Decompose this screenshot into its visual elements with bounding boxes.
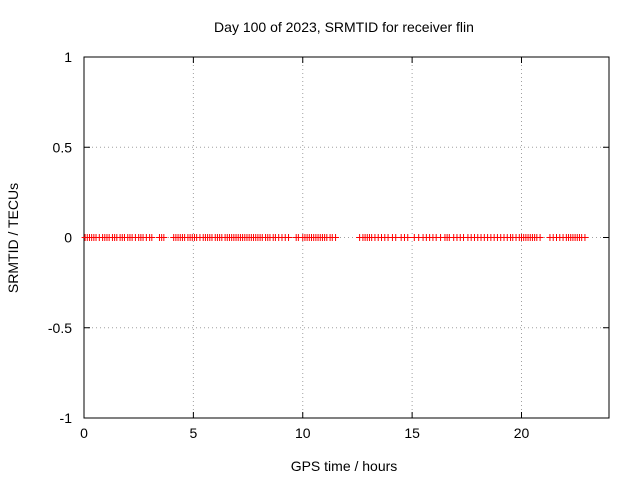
y-axis-label: SRMTID / TECUs (5, 183, 21, 293)
y-tick-label: -0.5 (48, 320, 72, 336)
x-tick-label: 0 (80, 425, 88, 441)
x-tick-label: 20 (514, 425, 530, 441)
data-point (581, 234, 589, 241)
x-tick-label: 5 (189, 425, 197, 441)
x-axis-label: GPS time / hours (291, 458, 398, 474)
axes-layer: 0 5 10 15 20 -1 -0.5 0 0.5 1 (48, 49, 610, 441)
data-point (285, 234, 293, 241)
x-tick-label: 10 (295, 425, 311, 441)
data-point (536, 234, 544, 241)
data-points (81, 234, 589, 241)
y-tick-label: 0 (64, 230, 72, 246)
data-point (404, 234, 412, 241)
y-tick-label: 0.5 (53, 139, 73, 155)
data-point (148, 234, 156, 241)
data-point (332, 234, 340, 241)
x-tick-label: 15 (404, 425, 420, 441)
y-tick-label: 1 (64, 49, 72, 65)
data-point (160, 234, 168, 241)
chart-title: Day 100 of 2023, SRMTID for receiver fli… (214, 19, 474, 35)
y-tick-label: -1 (60, 410, 73, 426)
